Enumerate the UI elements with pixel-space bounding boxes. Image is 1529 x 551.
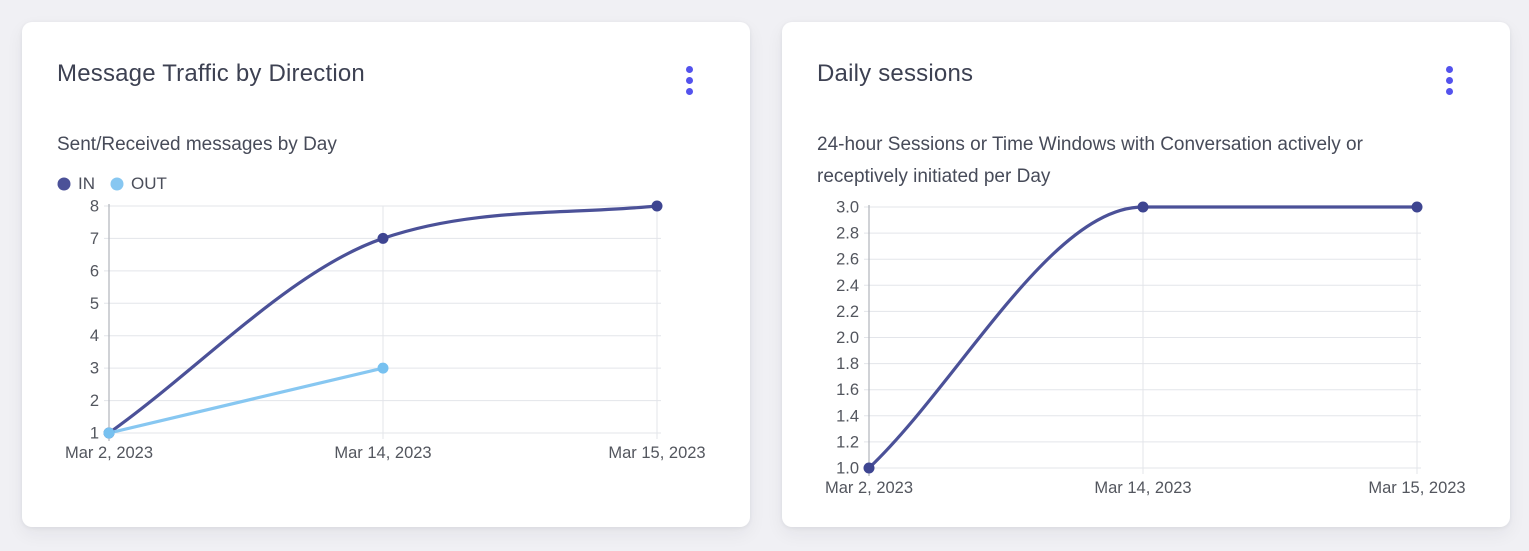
y-tick-label: 1.2 [836, 433, 859, 451]
y-tick-label: 2.6 [836, 251, 859, 269]
kebab-menu-icon [686, 66, 693, 73]
card-header: Message Traffic by Direction [57, 58, 715, 101]
y-tick-label: 2.4 [836, 277, 859, 295]
card-subtitle-line: 24-hour Sessions or Time Windows with Co… [817, 134, 1363, 155]
legend-label: IN [78, 174, 95, 193]
data-point [1411, 201, 1423, 213]
y-tick-label: 3.0 [836, 199, 859, 217]
data-point [1137, 201, 1149, 213]
kebab-menu-icon [686, 77, 693, 84]
y-tick-label: 5 [90, 295, 99, 313]
y-tick-label: 8 [90, 198, 99, 216]
y-tick-label: 1.6 [836, 381, 859, 399]
data-point [377, 232, 389, 244]
legend-dot-icon [110, 177, 124, 191]
kebab-menu-icon [1446, 66, 1453, 73]
kebab-menu-icon [1446, 77, 1453, 84]
kebab-menu-icon [686, 88, 693, 95]
data-point [103, 427, 115, 439]
card-title: Daily sessions [817, 60, 974, 87]
legend-label: OUT [131, 174, 167, 193]
card-menu-button[interactable] [1438, 60, 1461, 101]
x-tick-label: Mar 2, 2023 [65, 444, 153, 462]
x-tick-label: Mar 14, 2023 [1094, 479, 1191, 497]
y-tick-label: 2 [90, 392, 99, 410]
line-chart-message-traffic: 1 2 3 4 5 6 7 8 Mar 2, 2023 Mar 14, 2023 Mar 15, 2… [65, 198, 706, 462]
y-tick-label: 1.8 [836, 355, 859, 373]
y-tick-label: 1 [90, 425, 99, 443]
y-tick-label: 4 [90, 327, 99, 345]
card-daily-sessions: Daily sessions 24-hour Sessions or Time … [782, 22, 1510, 527]
series-line-daily-sessions [867, 205, 1419, 470]
legend-item-in: IN [57, 174, 95, 194]
data-point [651, 200, 663, 212]
chart-legend: IN OUT [57, 174, 715, 194]
card-message-traffic: Message Traffic by Direction Sent/Receiv… [22, 22, 750, 527]
x-tick-label: Mar 2, 2023 [825, 479, 913, 497]
legend-item-out: OUT [110, 174, 167, 194]
x-tick-label: Mar 15, 2023 [1368, 479, 1465, 497]
legend-dot-icon [57, 177, 71, 191]
y-tick-label: 2.0 [836, 329, 859, 347]
y-tick-label: 6 [90, 262, 99, 280]
y-tick-label: 1.4 [836, 407, 859, 425]
y-tick-label: 7 [90, 230, 99, 248]
series-line-out [107, 366, 385, 435]
y-tick-label: 3 [90, 360, 99, 378]
y-tick-label: 2.2 [836, 303, 859, 321]
line-chart-daily-sessions: 1.0 1.2 1.4 1.6 1.8 2.0 2.2 2.4 2.6 2.8 3.0 Mar 2, … [825, 199, 1466, 497]
x-tick-label: Mar 14, 2023 [334, 444, 431, 462]
card-subtitle: 24-hour Sessions or Time Windows with Co… [817, 129, 1475, 193]
card-subtitle-line: receptively initiated per Day [817, 166, 1051, 187]
card-subtitle-line: Sent/Received messages by Day [57, 134, 337, 155]
x-tick-label: Mar 15, 2023 [608, 444, 705, 462]
y-tick-label: 2.8 [836, 225, 859, 243]
card-subtitle: Sent/Received messages by Day [57, 129, 715, 161]
card-header: Daily sessions [817, 58, 1475, 101]
kebab-menu-icon [1446, 88, 1453, 95]
data-point [377, 362, 389, 374]
card-menu-button[interactable] [678, 60, 701, 101]
data-point [863, 462, 875, 474]
card-title: Message Traffic by Direction [57, 60, 365, 87]
y-tick-label: 1.0 [836, 460, 859, 478]
